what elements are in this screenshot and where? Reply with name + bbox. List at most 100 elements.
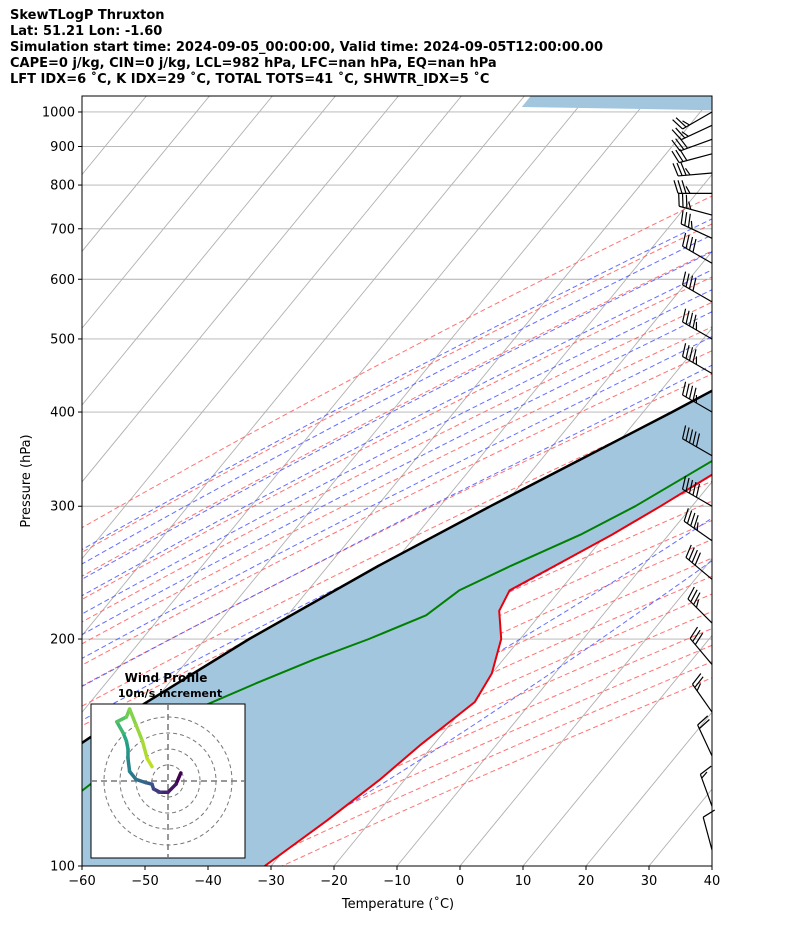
moist-adiabat-line: [82, 364, 712, 688]
wind-barb-staff: [682, 284, 713, 303]
wind-barb: [681, 381, 713, 413]
wind-barb-feather: [681, 308, 687, 323]
wind-barb-feather: [681, 180, 687, 194]
wind-barb: [681, 425, 713, 457]
wind-barb-feather: [689, 626, 699, 639]
x-tick-label: −40: [194, 874, 221, 889]
temperature-profile-line: [264, 473, 712, 866]
wind-barb-feather: [692, 387, 697, 402]
wind-barb-feather: [688, 275, 694, 289]
wind-barb: [673, 180, 712, 194]
x-tick-label: −30: [257, 874, 284, 889]
dewpoint-profile-line: [82, 459, 712, 793]
wind-barb-feather: [692, 314, 697, 329]
cape-cin-info: CAPE=0 j/kg, CIN=0 j/kg, LCL=982 hPa, LF…: [10, 56, 497, 71]
wind-barb-feather: [690, 589, 698, 603]
wind-barb-feather: [688, 236, 694, 251]
wind-barb: [671, 136, 713, 152]
wind-barb-feather: [685, 427, 690, 441]
y-tick-label: 800: [50, 179, 75, 194]
wind-barb-feather: [681, 271, 687, 285]
y-tick-label: 700: [50, 222, 75, 237]
moist-adiabat-line: [82, 218, 712, 551]
wind-barb-feather: [692, 277, 697, 291]
y-tick-label: 200: [50, 633, 75, 648]
x-tick-label: 20: [578, 874, 595, 889]
wind-barb-feather: [681, 343, 687, 357]
wind-barb-feather: [684, 212, 688, 226]
profile-lines: [82, 389, 712, 866]
wind-barb-staff: [680, 223, 713, 239]
wind-barb-feather: [680, 162, 687, 176]
dry-adiabat-line: [82, 276, 712, 600]
wind-barb: [692, 673, 713, 713]
isotherm-line: [82, 96, 588, 714]
wind-barb-feather: [681, 475, 687, 490]
wind-barb-feather: [694, 676, 704, 688]
hodograph-segment: [127, 707, 138, 727]
wind-barb-feather: [675, 138, 685, 150]
wind-barb-feather: [685, 310, 690, 325]
wind-barb-feather: [692, 673, 702, 685]
wind-barb-feather: [678, 136, 689, 149]
wind-barb-feather: [695, 483, 701, 498]
wind-barb-feather: [675, 117, 687, 128]
dry-adiabat-line: [82, 195, 712, 529]
x-tick-label: 10: [515, 874, 532, 889]
isotherm-line: [82, 96, 273, 329]
hodograph-segment: [166, 782, 178, 794]
hodograph: [91, 704, 245, 858]
x-tick-label: −10: [383, 874, 410, 889]
moist-adiabat-line: [82, 289, 712, 615]
wind-barb-feather: [687, 586, 695, 600]
wind-barb-feather: [684, 167, 691, 176]
wind-barb-feather: [692, 629, 701, 642]
wind-barb-staff: [685, 556, 713, 580]
hodograph-segment: [140, 739, 149, 761]
wind-barb-feather: [681, 232, 687, 247]
wind-barb-feather: [695, 433, 701, 447]
wind-barb-staff: [699, 774, 713, 807]
hodograph-segment: [174, 771, 183, 786]
wind-barb: [681, 343, 713, 374]
wind-barb-feather: [685, 544, 692, 558]
wind-barb-feather: [692, 481, 697, 496]
wind-barb-feather: [693, 592, 701, 605]
wind-barb: [681, 271, 713, 303]
wind-barb-feather: [688, 347, 694, 361]
chart-title: SkewTLogP Thruxton: [10, 8, 165, 23]
isotherm-line: [396, 481, 712, 866]
dry-adiabat-line: [216, 644, 712, 866]
isotherm-line: [522, 634, 712, 866]
wind-barb-feather: [677, 180, 683, 194]
wind-barb-staff: [683, 520, 713, 542]
x-tick-label: −50: [131, 874, 158, 889]
wind-barb-staff: [682, 355, 713, 374]
wind-barb-feather: [685, 273, 690, 287]
wind-barb-feather: [693, 514, 699, 529]
wind-barb-staff: [680, 124, 713, 141]
wind-barb-feather: [683, 508, 689, 522]
y-tick-label: 1000: [42, 105, 75, 120]
wind-barb: [672, 162, 713, 177]
inset-subtitle: 10m/s increment: [118, 687, 222, 700]
chart-header: SkewTLogP Thruxton Lat: 51.21 Lon: -1.60…: [10, 8, 603, 88]
isotherm-line: [82, 96, 462, 560]
isotherm-line: [82, 96, 210, 253]
simulation-time-info: Simulation start time: 2024-09-05_00:00:…: [10, 40, 603, 55]
wind-barb-feather: [685, 186, 691, 194]
x-tick-label: −60: [68, 874, 95, 889]
wind-barb-feather: [688, 547, 695, 561]
wind-barbs: [671, 111, 716, 851]
x-tick-label: 40: [704, 874, 721, 889]
wind-barb-feather: [671, 150, 680, 163]
hodograph-segment: [134, 723, 145, 743]
wind-barb: [685, 544, 713, 580]
wind-barb-staff: [679, 153, 713, 164]
isotherm-line: [585, 711, 712, 866]
wind-barb-feather: [685, 234, 690, 249]
wind-barb-feather: [691, 549, 698, 563]
hodograph-segment: [145, 756, 154, 769]
wind-barb-feather: [672, 163, 679, 177]
